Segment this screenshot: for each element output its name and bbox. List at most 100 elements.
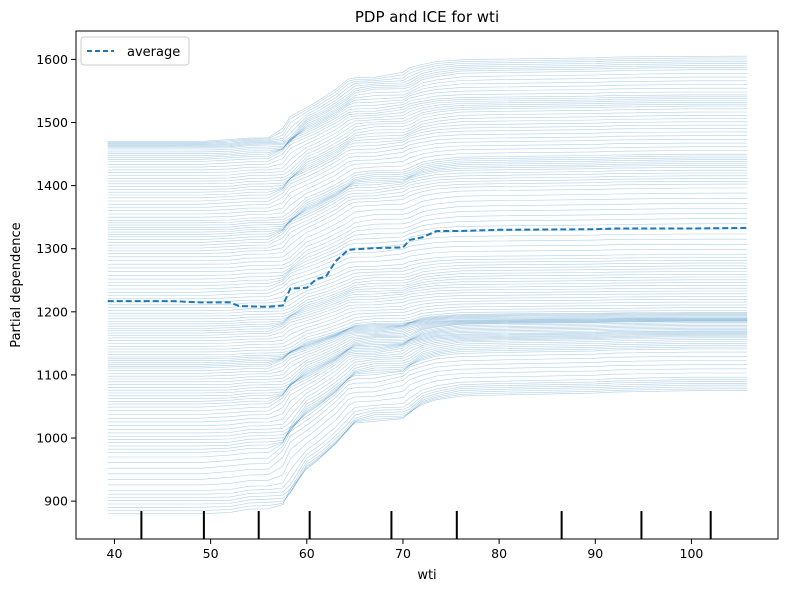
ice-curve [107,313,748,362]
ice-curve [107,326,748,399]
ice-curve [107,372,748,486]
ice-curve [107,379,748,495]
ice-curve [107,360,748,469]
y-tick-label: 1000 [36,431,68,446]
ice-curve [107,301,748,347]
ice-curve [107,273,748,322]
ice-curve [107,76,748,153]
average-line-group [107,226,748,308]
ice-curve [107,167,748,238]
ice-curve [107,381,748,498]
ice-curve [107,310,748,356]
ice-curve [107,315,748,365]
ice-curve [107,155,748,224]
ice-curve [107,390,748,515]
y-tick-label: 1600 [36,52,68,67]
ice-curve [107,61,748,145]
ice-curve [107,65,748,147]
y-tick-label: 900 [44,494,68,509]
ice-curve [107,382,748,502]
ice-curve [107,323,748,394]
ice-curve [107,268,748,317]
ice-curve [107,124,748,196]
ice-curve [107,298,748,344]
ice-curve [107,100,748,171]
ice-curve [107,262,748,311]
y-tick-label: 1400 [36,178,68,193]
ice-curve [107,175,748,246]
ice-curve [107,259,748,308]
ice-curve [107,265,748,314]
ice-curve [107,80,748,154]
ice-curve [107,121,748,193]
x-axis: 40 50 60 70 80 90 100 [107,539,704,561]
ice-curve [107,348,748,453]
ice-curve [107,342,748,444]
ice-curve [107,153,748,221]
ice-curve [107,203,748,269]
x-tick-label: 60 [299,546,315,561]
ice-curve [107,91,748,160]
ice-curve [107,337,748,434]
x-tick-label: 80 [491,546,507,561]
y-tick-label: 1200 [36,304,68,319]
ice-curve [107,102,748,173]
x-tick-label: 90 [587,546,603,561]
ice-curve [107,183,748,254]
ice-curve [107,63,748,146]
ice-curve [107,325,748,397]
ice-curve [107,320,748,385]
ice-curve [107,118,748,190]
ice-curve [107,320,748,388]
ice-lines [107,55,748,515]
ice-curve [107,333,748,419]
ice-curve [107,336,748,430]
ice-curve [107,332,748,415]
ice-curve [107,327,748,402]
ice-curve [107,329,748,405]
ice-curve [107,318,748,374]
ice-curve [107,341,748,440]
ice-curve [107,254,748,303]
ice-curve [107,319,748,383]
ice-curve [107,322,748,391]
ice-curve [107,131,748,202]
ice-curve [107,233,748,290]
y-tick-label: 1300 [36,241,68,256]
ice-curve [107,59,748,144]
ice-curve [107,108,748,182]
ice-curve [107,96,748,165]
y-tick-label: 1100 [36,367,68,382]
ice-curve [107,346,748,450]
ice-curve [107,334,748,423]
ice-curve [107,355,748,463]
ice-curve [107,55,748,142]
ice-curve [107,331,748,412]
ice-curve [107,368,748,480]
ice-curve [107,73,748,151]
ice-curve [107,172,748,243]
ice-curve [107,376,748,491]
ice-curve [107,69,748,149]
x-tick-label: 50 [203,546,219,561]
ice-curve [107,98,748,168]
ice-curve [107,181,748,252]
ice-curve [107,384,748,505]
ice-curve [107,128,748,199]
ice-curve [107,238,748,293]
ice-curve [107,146,748,215]
average-line [107,226,748,308]
ice-curve [107,319,748,380]
ice-curve [107,317,748,369]
x-axis-label: wti [417,568,436,583]
y-tick-label: 1500 [36,115,68,130]
ice-curve [107,105,748,179]
x-tick-label: 100 [680,546,704,561]
ice-curve [107,198,748,265]
plot-frame [75,30,779,540]
ice-curve [107,139,748,208]
ice-curve [107,142,748,211]
ice-curve [107,285,748,332]
